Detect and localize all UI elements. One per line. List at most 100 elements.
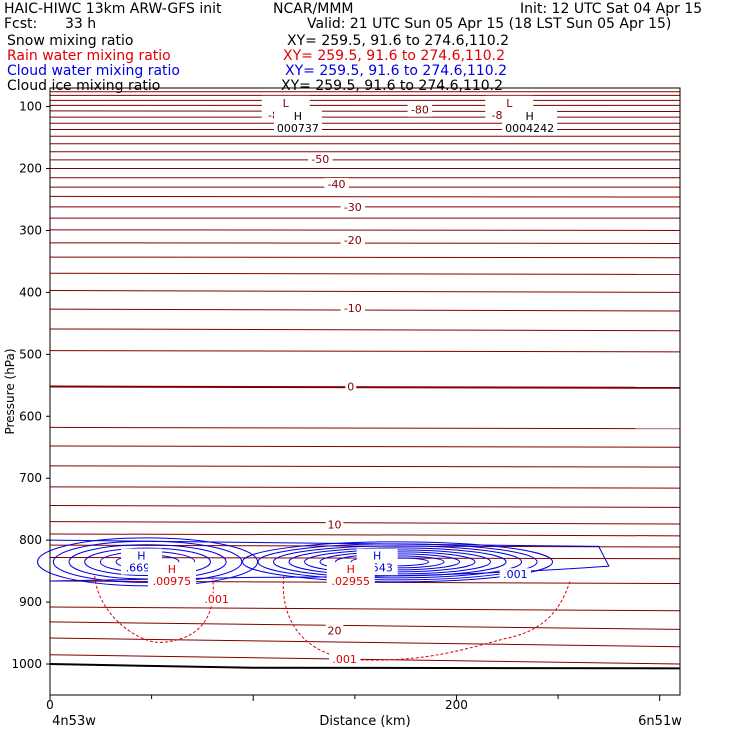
- label-background: [340, 233, 366, 247]
- cloud-water-contour: [84, 547, 211, 577]
- temperature-contour-line: [49, 426, 681, 430]
- mixing-ratio-contour-label: .001: [204, 593, 229, 606]
- temperature-contour-label: -80: [411, 104, 429, 117]
- init-time: Init: 12 UTC Sat 04 Apr 15: [520, 1, 703, 17]
- y-tick-label: 700: [19, 471, 42, 485]
- left-endpoint-label: 4n53w: [52, 714, 96, 729]
- temperature-contour-label: -30: [344, 201, 362, 214]
- label-background: [340, 200, 366, 214]
- temperature-contour-label: -40: [328, 178, 346, 191]
- rain-water-contours: [94, 576, 571, 661]
- extremum-value: 000737: [277, 122, 319, 135]
- org-label: NCAR/MMM: [273, 1, 354, 17]
- extremum-kind: H: [294, 110, 302, 123]
- field-name-rain: Rain water mixing ratio: [7, 48, 171, 64]
- extremum-value: 0004242: [505, 122, 554, 135]
- fcst-value: 33 h: [65, 16, 97, 32]
- label-background: [325, 518, 344, 532]
- y-tick-label: 500: [19, 347, 42, 361]
- temperature-contour-label: -50: [311, 153, 329, 166]
- mixing-ratio-contour-label: .001: [332, 653, 357, 666]
- valid-time: Valid: 21 UTC Sun 05 Apr 15 (18 LST Sun …: [307, 16, 672, 32]
- y-tick-label: 1000: [11, 657, 42, 671]
- field-xy-snow: XY= 259.5, 91.6 to 274.6,110.2: [287, 33, 510, 49]
- field-name-snow: Snow mixing ratio: [7, 33, 134, 49]
- extremum-kind: H: [168, 563, 176, 576]
- rain-water-contour: [94, 576, 214, 643]
- temperature-contour-line: [49, 465, 681, 468]
- temperature-contour-line: [49, 256, 681, 259]
- temperature-contour-line: [49, 110, 681, 113]
- temperature-contour-label: -10: [344, 302, 362, 315]
- cloud-water-contour: [49, 539, 610, 582]
- extremum-background: [326, 562, 375, 589]
- label-background: [499, 568, 532, 582]
- label-background: [329, 653, 361, 667]
- extremum-kind: L: [283, 97, 290, 110]
- y-axis-label: Pressure (hPa): [3, 348, 17, 434]
- temperature-contour-line: [49, 445, 681, 448]
- temperature-contour-line: [49, 504, 681, 508]
- extremum-value: .00975: [153, 575, 192, 588]
- x-tick-label: 200: [445, 698, 468, 712]
- extremum-kind: H: [137, 550, 145, 563]
- temperature-contour-line: [49, 229, 681, 231]
- temperature-contour-line: [49, 272, 681, 275]
- temperature-contour-label: 0: [347, 381, 354, 394]
- header: HAIC-HIWC 13km ARW-GFS init NCAR/MMM Ini…: [0, 0, 740, 96]
- temperature-contour-line: [49, 654, 681, 665]
- model-title: HAIC-HIWC 13km ARW-GFS init: [4, 1, 222, 17]
- label-background: [325, 624, 344, 638]
- x-axis-label: Distance (km): [319, 714, 410, 729]
- temperature-contour-line: [49, 637, 681, 648]
- temperature-contour-line: [49, 195, 681, 198]
- temperature-contour-line: [49, 350, 681, 353]
- label-background: [345, 380, 357, 394]
- temperature-contour-line: [49, 521, 681, 525]
- label-background: [201, 592, 233, 606]
- extremum-kind: H: [525, 110, 533, 123]
- field-xy-rain: XY= 259.5, 91.6 to 274.6,110.2: [283, 48, 506, 64]
- temperature-contour-label: 20: [328, 625, 342, 638]
- temperature-contour-line: [49, 328, 681, 332]
- temperature-contour-line: [49, 290, 681, 293]
- field-name-cloud-ice: Cloud ice mixing ratio: [7, 78, 161, 94]
- contour-labels: -80-50-40-30-20-1001020L-83.95L-83.93H00…: [120, 95, 558, 667]
- extremum-kind: L: [506, 97, 513, 110]
- label-background: [324, 178, 349, 192]
- fcst-label: Fcst:: [4, 16, 38, 32]
- cloud-water-contour: [273, 545, 523, 579]
- field-xy-cloud-ice: XY= 259.5, 91.6 to 274.6,110.2: [281, 78, 504, 94]
- y-tick-label: 200: [19, 162, 42, 176]
- mixing-ratio-contour-label: .001: [503, 568, 528, 581]
- plot-frame: [49, 87, 681, 696]
- ground-line: [49, 663, 681, 670]
- y-tick-label: 600: [19, 409, 42, 423]
- temperature-contour-line: [49, 385, 681, 389]
- extremum-kind: H: [347, 563, 355, 576]
- rain-water-contour: [282, 576, 571, 661]
- label-background: [308, 153, 333, 167]
- temperature-contour-line: [49, 621, 681, 630]
- y-tick-label: 300: [19, 223, 42, 237]
- x-tick-label: 0: [46, 698, 54, 712]
- extremum-background: [273, 108, 322, 135]
- temperature-contour-line: [49, 486, 681, 489]
- temperature-contour-line: [49, 533, 681, 537]
- field-name-cloud-water: Cloud water mixing ratio: [7, 63, 180, 79]
- y-tick-label: 800: [19, 533, 42, 547]
- temperature-contour-label: 10: [328, 519, 342, 532]
- y-tick-label: 400: [19, 285, 42, 299]
- label-background: [407, 103, 433, 117]
- extremum-background: [147, 562, 196, 589]
- cloud-water-contour: [242, 541, 554, 583]
- right-endpoint-label: 6n51w: [638, 714, 682, 729]
- extremum-value: .02955: [332, 575, 371, 588]
- label-background: [340, 301, 366, 315]
- y-tick-label: 100: [19, 100, 42, 114]
- ground-surface-line: [49, 663, 681, 670]
- plot-frame-border: [49, 87, 681, 696]
- y-tick-label: 900: [19, 595, 42, 609]
